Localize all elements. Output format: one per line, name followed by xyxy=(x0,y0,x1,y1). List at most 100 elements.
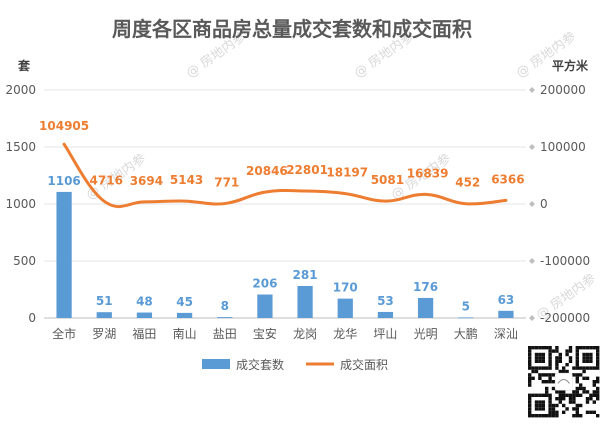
qr-cell xyxy=(562,397,566,401)
qr-cell xyxy=(534,352,539,357)
right-tick-marker xyxy=(529,87,535,93)
qr-cell xyxy=(555,410,559,414)
bar-label-盐田: 8 xyxy=(221,299,229,313)
qr-cell xyxy=(534,369,539,374)
qr-cell xyxy=(528,407,532,411)
qr-cell xyxy=(582,386,586,391)
category-label-龙华: 龙华 xyxy=(333,327,357,341)
qr-cell xyxy=(528,352,532,357)
qr-cell xyxy=(585,390,590,394)
qr-cell xyxy=(579,346,583,350)
chart-title: 周度各区商品房总量成交套数和成交面积 xyxy=(112,17,472,41)
qr-cell xyxy=(585,410,590,414)
qr-cell xyxy=(575,380,579,384)
right-tick-label: -100000 xyxy=(540,254,590,268)
qr-cell xyxy=(579,403,583,408)
qr-cell xyxy=(555,397,559,401)
bar-labels: 1106 51 48 45 8 206 281 170 53 176 5 63 xyxy=(47,174,514,314)
qr-cell xyxy=(565,393,569,397)
qr-cell xyxy=(545,386,549,391)
qr-cell xyxy=(575,352,579,357)
bar-福田 xyxy=(136,312,153,318)
qr-cell xyxy=(548,373,552,377)
qr-cell xyxy=(548,356,552,360)
bar-label-龙岗: 281 xyxy=(293,268,318,282)
qr-cell xyxy=(531,414,535,418)
qr-cell xyxy=(572,366,576,370)
qr-cell xyxy=(575,349,579,353)
category-label-光明: 光明 xyxy=(414,327,438,341)
qr-cell xyxy=(555,414,559,418)
qr-cell xyxy=(538,376,542,380)
line-label-龙华: 18197 xyxy=(326,166,368,180)
qr-cell xyxy=(528,349,532,353)
qr-cell xyxy=(589,352,593,357)
qr-cell xyxy=(572,400,576,404)
category-label-福田: 福田 xyxy=(132,326,156,341)
qr-cell xyxy=(575,373,579,377)
qr-cell xyxy=(592,400,596,404)
qr-cell xyxy=(551,403,556,408)
qr-cell xyxy=(528,376,532,380)
line-label-光明: 16839 xyxy=(407,166,449,180)
qr-cell xyxy=(589,346,593,350)
qr-cell xyxy=(585,352,590,357)
grid xyxy=(44,89,526,319)
qr-cell xyxy=(596,393,600,397)
legend-swatch-bar xyxy=(202,359,230,369)
qr-cell xyxy=(582,346,586,350)
qr-cell xyxy=(528,366,532,370)
bar-深汕 xyxy=(498,310,514,318)
qr-cell xyxy=(596,349,600,353)
qr-cell xyxy=(596,346,600,350)
qr-cell xyxy=(555,346,559,350)
right-tick-marker xyxy=(529,201,535,207)
line-label-福田: 3694 xyxy=(130,174,163,188)
bar-label-南山: 45 xyxy=(176,295,193,309)
qr-cell xyxy=(551,349,556,353)
qr-cell xyxy=(548,359,552,363)
qr-cell xyxy=(541,403,545,408)
qr-cell xyxy=(592,393,596,397)
qr-cell xyxy=(551,380,556,384)
line-label-深汕: 6366 xyxy=(491,172,524,186)
qr-cell xyxy=(575,393,579,397)
right-tick-label: 0 xyxy=(540,197,548,211)
qr-cell xyxy=(541,380,545,384)
qr-cell xyxy=(528,403,532,408)
line-label-坪山: 5081 xyxy=(371,173,404,187)
bar-盐田 xyxy=(217,317,233,318)
qr-cell xyxy=(538,403,542,408)
qr-cell xyxy=(585,366,590,370)
bar-label-光明: 176 xyxy=(413,280,438,294)
left-tick-label: 500 xyxy=(13,254,36,268)
qr-cell xyxy=(548,393,552,397)
right-tick-label: 100000 xyxy=(540,140,586,154)
qr-cell xyxy=(596,356,600,360)
bar-光明 xyxy=(417,297,434,318)
qr-cell xyxy=(568,397,573,401)
qr-cell xyxy=(528,346,532,350)
left-tick-label: 0 xyxy=(28,311,36,325)
qr-cell xyxy=(585,346,590,350)
qr-cell xyxy=(548,376,552,380)
right-tick-marker xyxy=(529,258,535,264)
bar-label-龙华: 170 xyxy=(333,281,358,295)
qr-cell xyxy=(541,352,545,357)
line-label-大鹏: 452 xyxy=(455,176,480,190)
qr-cell xyxy=(538,393,542,397)
bar-坪山 xyxy=(377,311,394,318)
line-label-盐田: 771 xyxy=(214,176,239,190)
qr-cell xyxy=(575,363,579,367)
qr-cell xyxy=(531,376,535,380)
qr-code xyxy=(526,344,602,420)
qr-cell xyxy=(582,359,586,363)
bar-label-福田: 48 xyxy=(136,295,153,309)
qr-cell xyxy=(565,352,569,357)
qr-cell xyxy=(575,407,579,411)
qr-cell xyxy=(592,410,596,414)
qr-cell xyxy=(538,359,542,363)
left-axis-ticks: 0 500 1000 1500 2000 xyxy=(5,83,36,325)
qr-cell xyxy=(568,356,573,360)
qr-cell xyxy=(548,410,552,414)
